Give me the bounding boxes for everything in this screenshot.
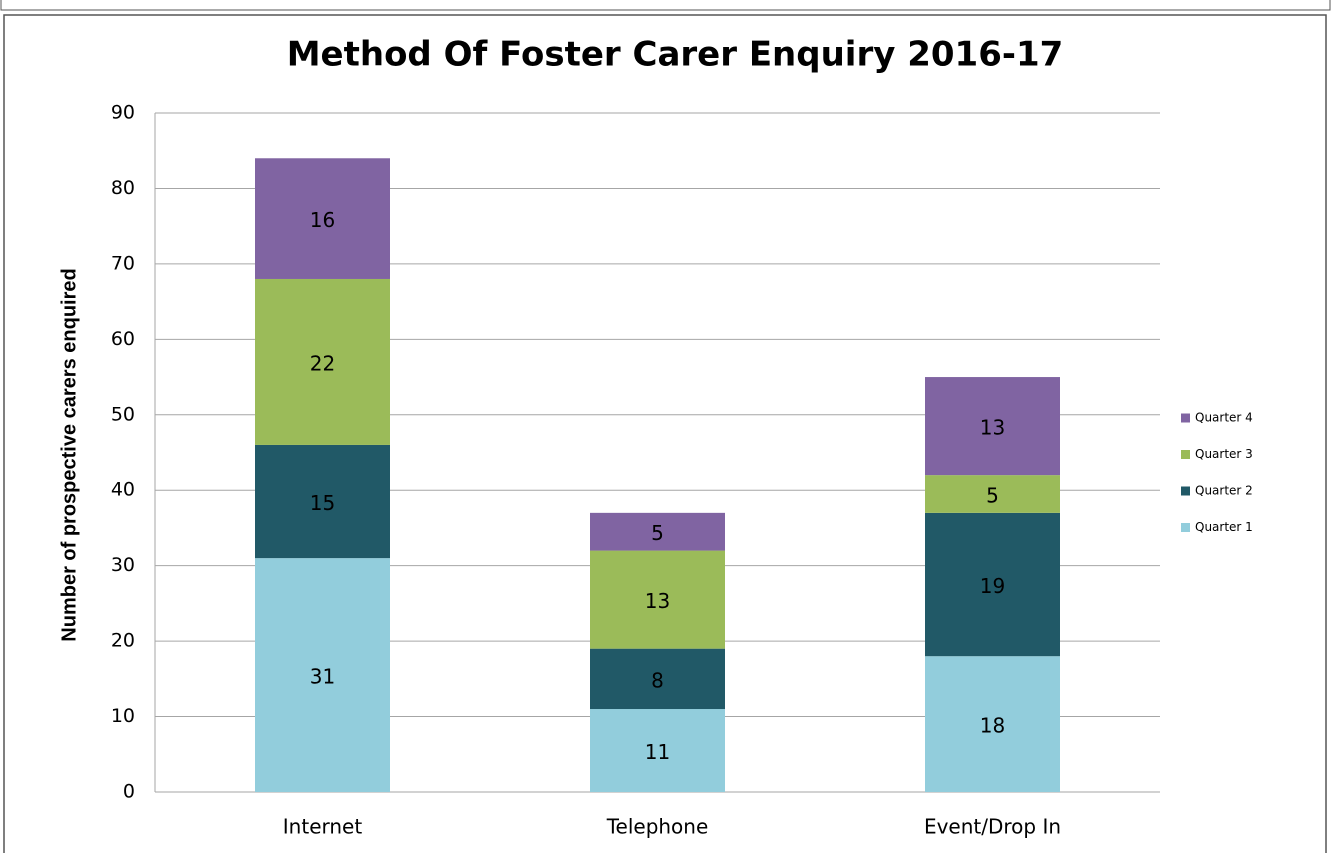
y-tick-label: 40 xyxy=(111,479,135,501)
y-tick-label: 90 xyxy=(111,102,135,124)
y-tick-label: 50 xyxy=(111,403,135,425)
data-label: 5 xyxy=(651,521,664,545)
bar-segment xyxy=(255,158,390,279)
bar-segment xyxy=(590,550,725,649)
data-label: 8 xyxy=(651,668,664,692)
bar-segment xyxy=(925,475,1060,513)
data-label: 31 xyxy=(310,665,335,689)
legend-label: Quarter 1 xyxy=(1195,520,1253,534)
data-label: 13 xyxy=(645,589,670,613)
legend-swatch xyxy=(1181,450,1190,459)
bar-segment xyxy=(255,444,390,559)
y-tick-label: 30 xyxy=(111,554,135,576)
data-label: 18 xyxy=(980,714,1005,738)
x-tick-label: Internet xyxy=(283,815,363,839)
legend-swatch xyxy=(1181,523,1190,532)
x-tick-label: Event/Drop In xyxy=(924,815,1061,839)
data-label: 22 xyxy=(310,351,335,375)
data-label: 11 xyxy=(645,740,670,764)
legend-swatch xyxy=(1181,413,1190,423)
y-tick-label: 0 xyxy=(123,781,135,803)
data-label: 13 xyxy=(980,416,1005,440)
y-axis-label: Number of prospective carers enquired xyxy=(58,268,80,641)
y-tick-label: 80 xyxy=(111,177,135,199)
frame xyxy=(3,14,1327,853)
x-tick-label: Telephone xyxy=(606,815,709,839)
bar-segment xyxy=(590,512,725,551)
bar-segment xyxy=(255,558,390,792)
y-tick-label: 10 xyxy=(111,705,135,727)
bar-segment xyxy=(925,377,1060,476)
legend-label: Quarter 2 xyxy=(1195,484,1253,498)
bar-segment xyxy=(255,278,390,445)
bar-segment xyxy=(925,656,1060,792)
bar-segment xyxy=(590,648,725,710)
y-tick-label: 70 xyxy=(111,252,135,274)
chart-title: Method Of Foster Carer Enquiry 2016-17 xyxy=(287,35,1064,75)
data-label: 19 xyxy=(980,574,1005,598)
legend-label: Quarter 4 xyxy=(1195,411,1253,425)
data-label: 15 xyxy=(310,491,335,515)
legend-swatch xyxy=(1181,486,1190,496)
y-tick-label: 60 xyxy=(111,328,135,350)
frame-top xyxy=(0,0,1331,11)
data-label: 5 xyxy=(986,483,999,507)
y-tick-label: 20 xyxy=(111,630,135,652)
bar-segment xyxy=(925,512,1060,657)
data-label: 16 xyxy=(310,208,335,232)
bar-segment xyxy=(590,709,725,792)
legend-label: Quarter 3 xyxy=(1195,447,1253,461)
